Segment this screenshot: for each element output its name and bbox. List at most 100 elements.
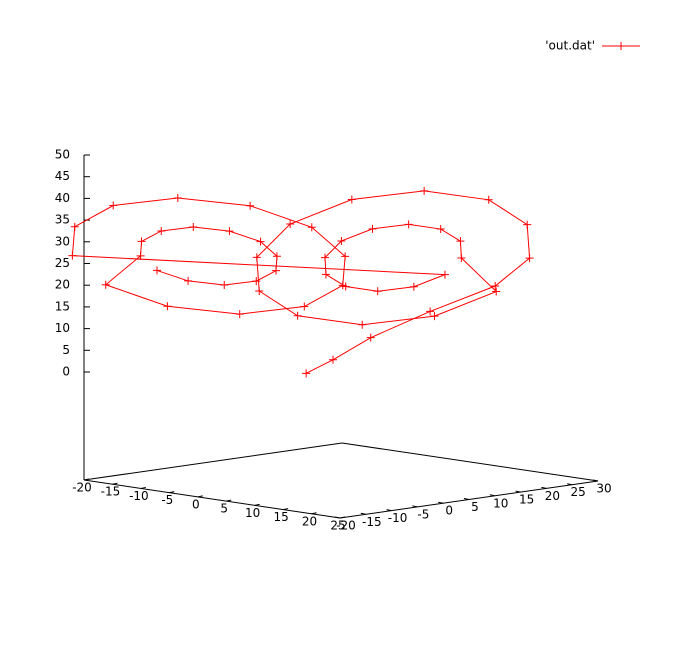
point <box>409 282 418 291</box>
point <box>341 252 350 261</box>
z-tick-label: 20 <box>55 278 70 292</box>
point <box>426 307 435 316</box>
x-tick-label: 10 <box>245 506 260 520</box>
x-tick <box>226 499 232 502</box>
x-tick <box>283 508 289 511</box>
point <box>337 236 346 245</box>
point <box>293 311 302 320</box>
z-tick-label: 5 <box>62 343 70 357</box>
x-tick-label: 20 <box>302 514 317 528</box>
point <box>404 220 413 229</box>
point <box>252 253 261 262</box>
z-tick-label: 0 <box>62 365 70 379</box>
y-tick-label: 30 <box>596 482 611 496</box>
point <box>484 195 493 204</box>
x-tick-label: -10 <box>129 489 149 503</box>
y-tick <box>489 494 495 497</box>
point <box>136 251 145 260</box>
y-tick-label: -15 <box>362 515 382 529</box>
y-tick <box>438 501 444 504</box>
point <box>420 186 429 195</box>
x-tick-label: -5 <box>161 493 173 507</box>
point <box>246 201 255 210</box>
x-tick-label: -20 <box>72 481 92 495</box>
y-tick <box>334 516 341 519</box>
point <box>272 266 281 275</box>
point <box>272 252 281 261</box>
x-tick <box>83 478 90 481</box>
point <box>70 222 79 231</box>
point <box>366 333 375 342</box>
y-tick <box>567 483 573 486</box>
legend-label: 'out.dat' <box>545 39 595 53</box>
base-edge <box>83 479 341 519</box>
point <box>189 222 198 231</box>
point <box>137 237 146 246</box>
y-tick <box>541 486 547 489</box>
y-tick-label: 10 <box>493 496 508 510</box>
x-tick-label: 15 <box>273 510 288 524</box>
y-tick <box>515 490 521 493</box>
point <box>68 251 77 260</box>
y-tick-label: 0 <box>445 504 453 518</box>
point <box>440 270 449 279</box>
point <box>109 201 118 210</box>
y-tick <box>592 479 599 482</box>
x-tick <box>254 503 260 506</box>
point <box>255 286 264 295</box>
y-tick-label: -10 <box>388 511 408 525</box>
point <box>157 226 166 235</box>
legend-marker <box>617 42 625 50</box>
point <box>225 227 234 236</box>
x-tick <box>197 495 203 498</box>
y-tick <box>412 505 418 508</box>
point <box>436 225 445 234</box>
x-tick-label: 25 <box>330 519 345 533</box>
point <box>300 302 309 311</box>
y-tick <box>360 512 366 515</box>
point <box>302 369 311 378</box>
point <box>492 287 501 296</box>
z-tick-label: 50 <box>55 148 70 162</box>
point <box>307 223 316 232</box>
point <box>163 302 172 311</box>
point <box>373 287 382 296</box>
z-tick-label: 45 <box>55 169 70 183</box>
point <box>286 220 295 229</box>
z-tick-label: 25 <box>55 256 70 270</box>
y-tick-label: -5 <box>417 507 429 521</box>
x-tick <box>339 516 346 519</box>
x-tick <box>311 512 317 515</box>
x-tick-label: -15 <box>101 485 121 499</box>
point <box>101 280 110 289</box>
z-tick-label: 10 <box>55 321 70 335</box>
base-edge <box>341 442 599 482</box>
y-tick-label: 5 <box>471 500 479 514</box>
z-tick-label: 15 <box>55 299 70 313</box>
point <box>338 281 347 290</box>
point <box>328 355 337 364</box>
base-edge <box>83 442 343 481</box>
point <box>152 266 161 275</box>
x-tick-label: 5 <box>220 502 228 516</box>
point <box>220 281 229 290</box>
point <box>235 310 244 319</box>
x-tick-label: 0 <box>192 497 200 511</box>
y-tick-label: 20 <box>545 489 560 503</box>
x-tick <box>169 491 175 494</box>
z-tick-label: 35 <box>55 213 70 227</box>
point <box>491 282 500 290</box>
point <box>368 224 377 233</box>
y-tick-label: -20 <box>336 519 356 533</box>
y-tick <box>386 509 392 512</box>
x-tick <box>112 482 118 485</box>
point <box>525 254 534 263</box>
y-tick-label: 15 <box>519 493 534 507</box>
point <box>457 253 466 262</box>
x-tick <box>140 486 146 489</box>
point <box>173 193 182 202</box>
point <box>358 320 367 329</box>
point <box>321 253 330 262</box>
